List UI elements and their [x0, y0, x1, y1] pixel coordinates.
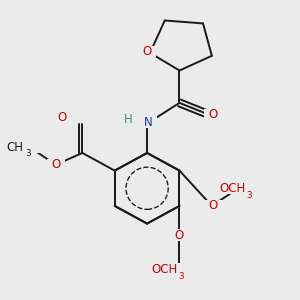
- FancyBboxPatch shape: [205, 109, 222, 121]
- FancyBboxPatch shape: [160, 263, 199, 275]
- Text: 3: 3: [246, 190, 252, 200]
- Text: CH: CH: [7, 141, 23, 154]
- Text: OCH: OCH: [152, 263, 178, 276]
- Text: OCH: OCH: [220, 182, 246, 195]
- Text: O: O: [57, 111, 66, 124]
- Text: N: N: [144, 116, 153, 128]
- Text: O: O: [209, 200, 218, 212]
- Text: H: H: [124, 112, 132, 126]
- Text: O: O: [209, 108, 218, 121]
- FancyBboxPatch shape: [47, 159, 65, 171]
- FancyBboxPatch shape: [138, 46, 156, 57]
- Text: O: O: [175, 229, 184, 242]
- FancyBboxPatch shape: [53, 112, 70, 124]
- FancyBboxPatch shape: [205, 200, 222, 212]
- FancyBboxPatch shape: [4, 141, 43, 153]
- FancyBboxPatch shape: [228, 182, 266, 194]
- Text: 3: 3: [25, 149, 31, 158]
- Text: 3: 3: [178, 272, 184, 280]
- FancyBboxPatch shape: [171, 230, 188, 241]
- FancyBboxPatch shape: [119, 113, 137, 125]
- Text: O: O: [51, 158, 61, 171]
- FancyBboxPatch shape: [140, 116, 158, 128]
- Text: O: O: [142, 45, 152, 58]
